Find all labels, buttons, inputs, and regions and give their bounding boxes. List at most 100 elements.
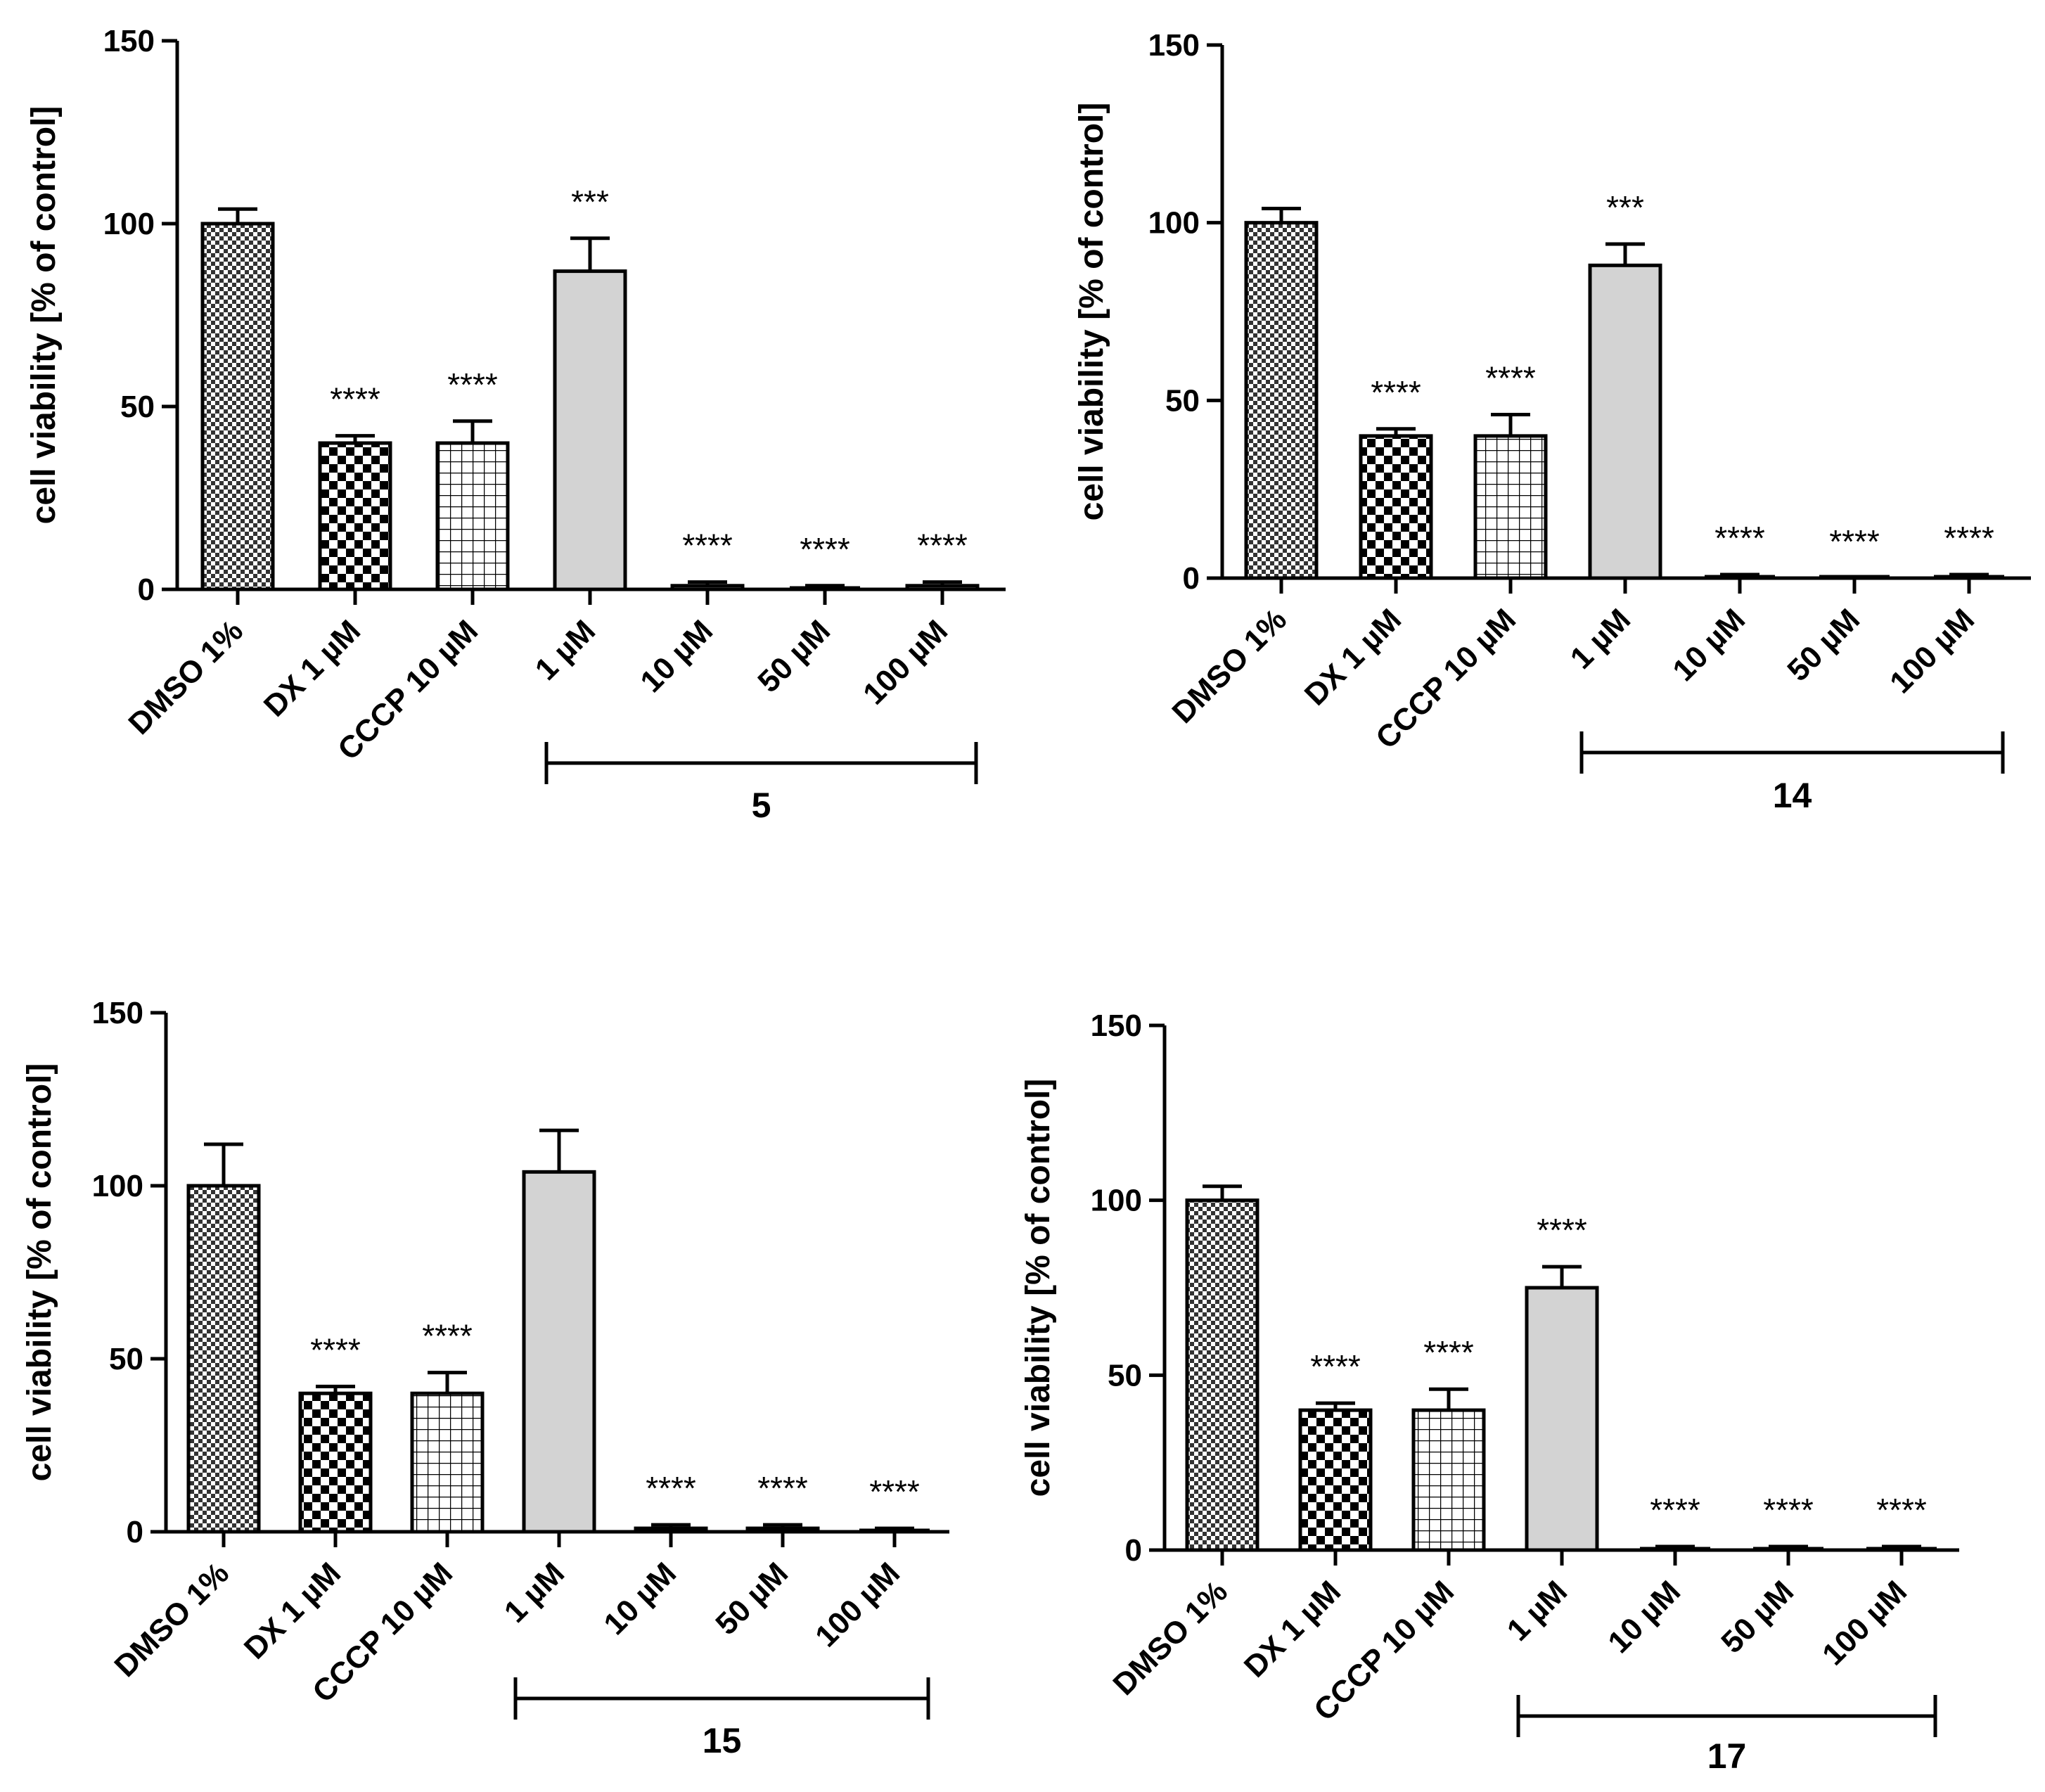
error-bar-3 [539,1128,579,1172]
bar-4 [634,1526,708,1534]
y-tick-label: 0 [138,572,155,607]
category-label: 10 µM [1666,602,1752,688]
bar-3 [553,269,627,591]
category-label: 100 µM [809,1556,906,1653]
category-label: 10 µM [1601,1574,1687,1660]
error-bar-6 [1882,1544,1921,1549]
y-tick-label: 150 [103,24,155,58]
category-label: 1 µM [529,613,602,686]
compound-bracket [1579,731,2005,774]
bar-1 [1359,434,1433,580]
significance-label: **** [869,1473,920,1510]
bar-3 [522,1170,596,1534]
error-bar-5 [1769,1544,1808,1549]
y-axis-title: cell viability [% of control] [21,1063,58,1482]
error-bar-6 [923,580,962,586]
significance-label: **** [422,1318,473,1355]
significance-label: **** [1763,1492,1814,1528]
compound-label: 17 [1707,1736,1747,1776]
bar-2 [410,1391,485,1534]
bar-3 [1588,263,1662,580]
error-bar-0 [218,207,257,224]
category-label: 1 µM [1501,1574,1574,1647]
error-bar-2 [1429,1387,1468,1411]
significance-label: *** [1606,189,1644,226]
category-label: 50 µM [751,613,837,699]
bar-4 [670,584,745,591]
error-bar-2 [453,419,492,443]
bar-1 [298,1391,373,1534]
error-bar-2 [1491,413,1530,436]
compound-label: 5 [752,786,771,825]
bar-3 [1525,1286,1599,1552]
category-label: DMSO 1% [1165,602,1293,730]
bar-2 [1473,434,1548,580]
bar-0 [1244,221,1319,580]
y-tick-label: 0 [1125,1533,1142,1568]
category-label: DX 1 µM [1238,1574,1347,1684]
bar-0 [200,222,275,591]
category-label: 50 µM [709,1556,795,1641]
error-bar-5 [805,584,845,588]
compound-label: 14 [1773,776,1812,815]
category-label: 10 µM [597,1556,683,1641]
significance-label: **** [1714,520,1765,556]
significance-label: *** [571,184,609,220]
significance-label: **** [917,527,968,564]
error-bar-1 [316,1384,355,1394]
error-bar-0 [1203,1184,1242,1201]
category-label: DMSO 1% [1106,1574,1234,1702]
significance-label: **** [800,531,850,568]
compound-label: 15 [703,1721,742,1760]
bar-1 [318,441,392,591]
significance-label: **** [646,1470,696,1506]
error-bar-6 [1949,572,1989,577]
category-label: 100 µM [1816,1574,1913,1672]
error-bar-4 [1720,572,1759,577]
category-label: 50 µM [1781,602,1866,688]
error-bar-1 [335,434,375,443]
significance-label: **** [1310,1348,1361,1385]
category-label: 1 µM [498,1556,571,1629]
y-tick-label: 150 [92,996,143,1030]
y-tick-label: 100 [103,207,155,241]
y-tick-label: 50 [1108,1358,1142,1393]
category-label: 100 µM [857,613,954,711]
compound-bracket [1516,1695,1937,1737]
y-axis-title: cell viability [% of control] [1020,1079,1057,1497]
category-label: DX 1 µM [1298,602,1408,712]
bar-0 [1185,1198,1259,1552]
significance-label: **** [310,1331,361,1368]
y-tick-label: 50 [120,390,155,424]
chart-panel-compound-17: 0 50 100 150 cell viability [% of control] DM… [1020,1009,1959,1776]
significance-label: **** [682,527,733,564]
y-axis-title: cell viability [% of control] [1073,103,1110,521]
significance-label: **** [1423,1334,1474,1371]
bar-2 [435,441,510,591]
compound-bracket [513,1677,930,1720]
y-tick-label: 100 [1091,1184,1142,1218]
y-tick-label: 0 [127,1515,143,1549]
significance-label: **** [1485,360,1536,397]
error-bar-4 [688,580,727,586]
bar-0 [186,1184,261,1534]
category-label: 1 µM [1564,602,1637,675]
error-bar-2 [428,1371,467,1394]
y-tick-label: 100 [1148,206,1200,241]
category-label: 50 µM [1714,1574,1800,1660]
error-bar-0 [1262,206,1301,223]
category-label: DMSO 1% [108,1556,236,1684]
error-bar-1 [1376,427,1416,436]
y-tick-label: 50 [109,1342,143,1376]
chart-panel-compound-5: 0 50 100 150 cell viability [% of control] DM… [25,24,1006,825]
error-bar-0 [204,1142,243,1186]
chart-panel-compound-15: 0 50 100 150 cell viability [% of control] DM… [21,996,949,1760]
category-label: 100 µM [1883,602,1981,700]
significance-label: **** [1829,523,1880,560]
significance-label: **** [1876,1492,1927,1528]
error-bar-3 [570,236,610,271]
y-tick-label: 0 [1183,561,1200,596]
significance-label: **** [757,1470,808,1506]
y-tick-label: 100 [92,1169,143,1203]
